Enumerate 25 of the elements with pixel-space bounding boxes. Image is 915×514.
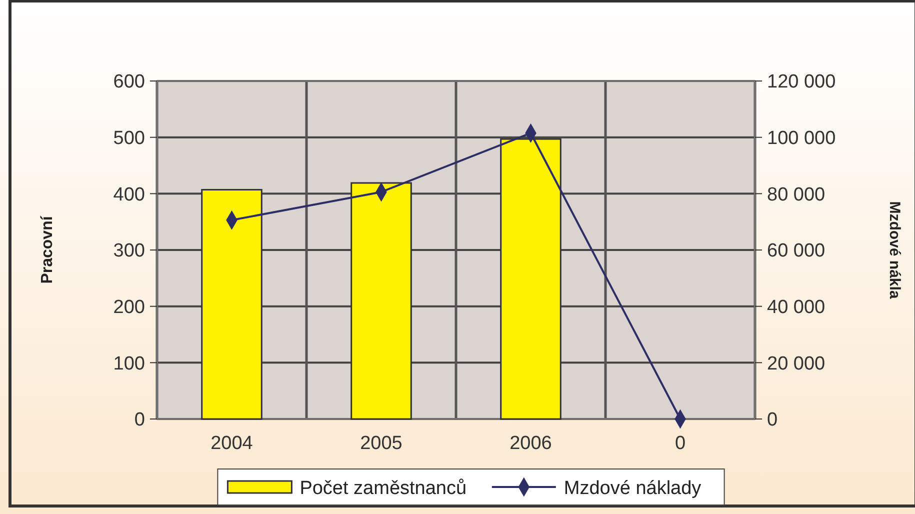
- y2-tick-label: 100 000: [767, 128, 836, 149]
- y-tick-label: 100: [113, 353, 145, 374]
- legend-label: Počet zaměstnanců: [300, 478, 467, 499]
- y-tick-label: 400: [113, 184, 145, 206]
- x-tick-label: 2006: [510, 433, 552, 454]
- y-axis-title: Pracovní: [39, 216, 56, 284]
- x-tick-label: 0: [674, 433, 686, 454]
- y2-tick-label: 80 000: [767, 184, 826, 206]
- y2-tick-label: 20 000: [767, 353, 826, 374]
- y-tick-label: 200: [113, 296, 145, 318]
- y-tick-label: 0: [134, 410, 145, 431]
- legend-label: Mzdové náklady: [564, 478, 702, 499]
- y2-tick-label: 120 000: [767, 72, 836, 93]
- y-tick-label: 300: [113, 240, 145, 262]
- x-tick-label: 2004: [210, 433, 254, 454]
- y2-tick-label: 60 000: [767, 240, 826, 262]
- y2-tick-label: 0: [767, 410, 778, 431]
- y-tick-label: 500: [113, 128, 145, 149]
- bar: [500, 138, 562, 420]
- bar: [201, 188, 262, 420]
- y-tick-label: 600: [113, 72, 145, 93]
- y2-axis-title: Mzdové nákla: [886, 201, 903, 300]
- bar: [350, 182, 412, 420]
- y2-tick-label: 40 000: [767, 296, 826, 318]
- x-tick-label: 2005: [360, 433, 402, 454]
